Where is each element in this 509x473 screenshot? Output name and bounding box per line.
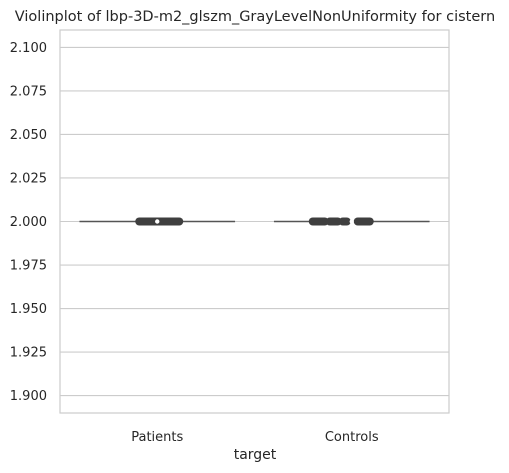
violin-patients bbox=[79, 217, 236, 226]
y-tick-label: 1.925 bbox=[10, 346, 47, 361]
y-tick-label: 2.075 bbox=[10, 84, 47, 99]
y-tick-label: 2.025 bbox=[10, 171, 47, 186]
y-tick-label: 2.050 bbox=[10, 128, 47, 143]
y-tick-label: 1.975 bbox=[10, 259, 47, 274]
violins bbox=[79, 217, 430, 226]
x-tick-labels: Patients Controls bbox=[131, 430, 379, 445]
x-tick-label: Patients bbox=[131, 430, 183, 445]
y-tick-label: 2.100 bbox=[10, 41, 47, 56]
x-tick-label: Controls bbox=[325, 430, 379, 445]
median-marker bbox=[349, 219, 354, 224]
y-tick-label: 2.000 bbox=[10, 215, 47, 230]
median-marker bbox=[155, 219, 160, 224]
y-tick-label: 1.900 bbox=[10, 389, 47, 404]
chart-title: Violinplot of lbp-3D-m2_glszm_GrayLevelN… bbox=[15, 9, 495, 25]
plot-frame bbox=[59, 29, 450, 414]
x-axis-label: target bbox=[234, 447, 277, 463]
violin-controls bbox=[273, 217, 430, 226]
y-tick-label: 1.950 bbox=[10, 302, 47, 317]
y-tick-labels: 1.900 1.925 1.950 1.975 2.000 2.025 2.050 2.075… bbox=[10, 41, 47, 404]
